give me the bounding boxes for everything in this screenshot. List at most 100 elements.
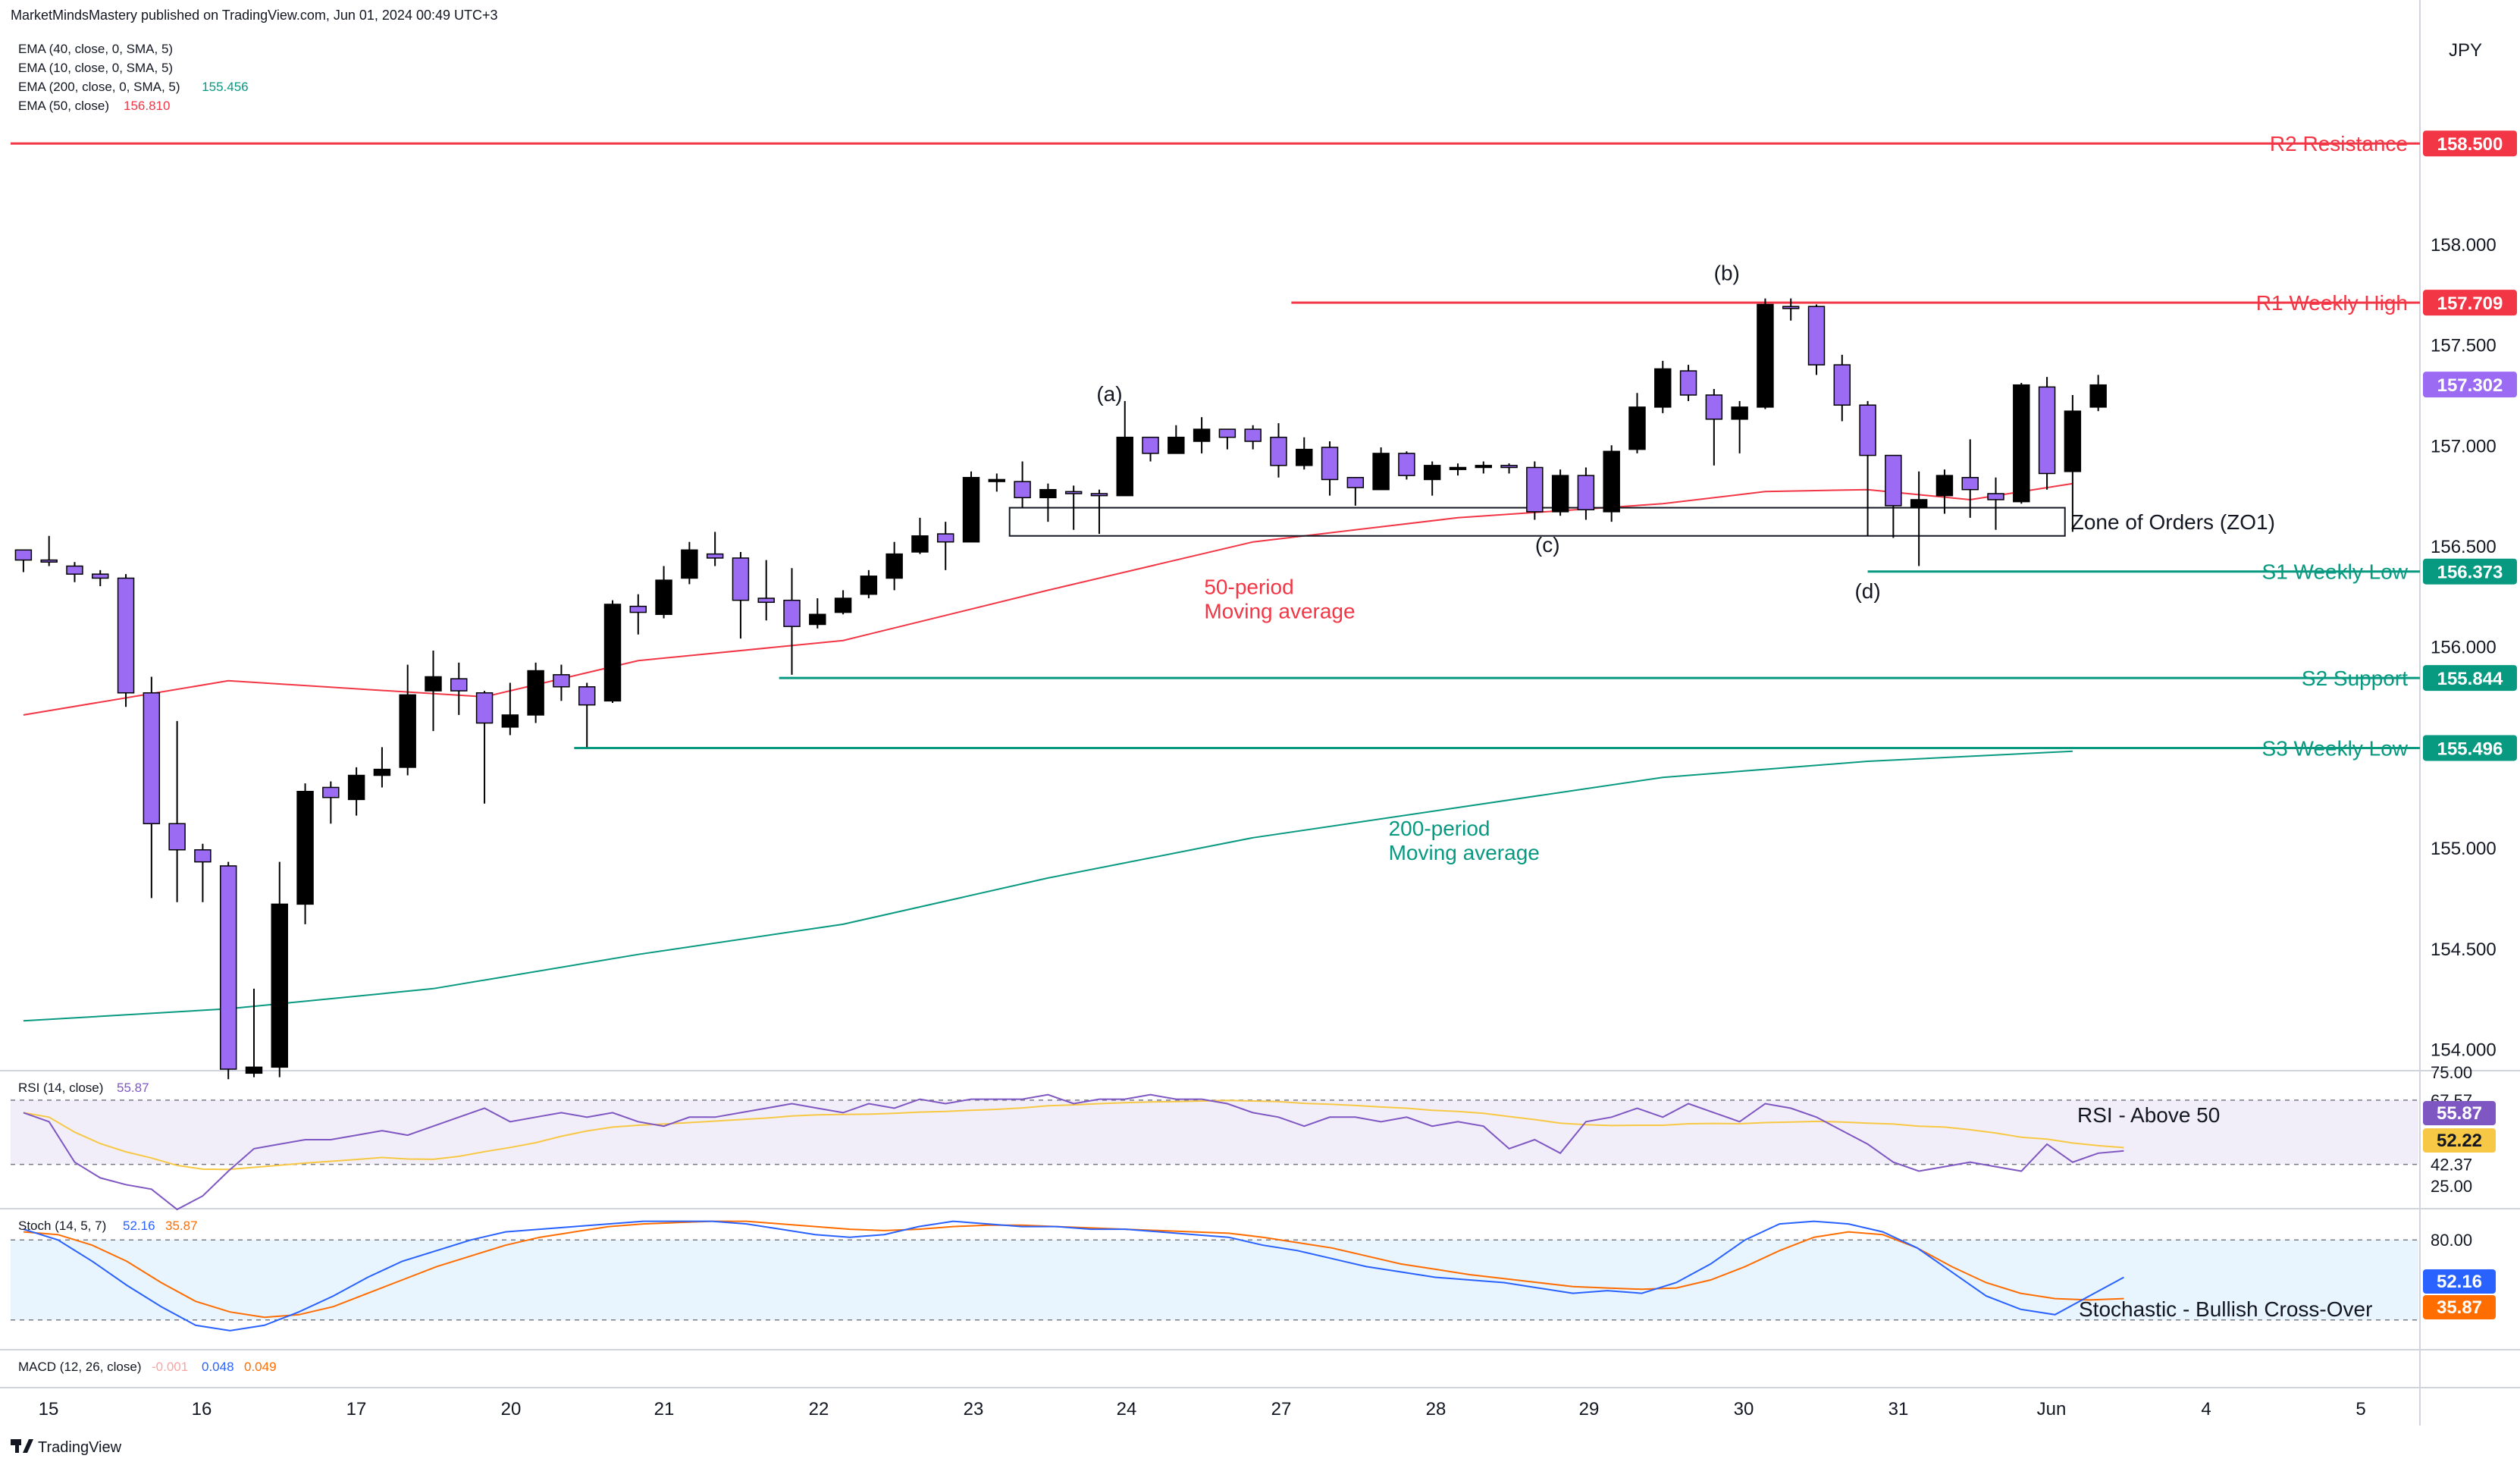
last-price-badge — [2423, 372, 2517, 398]
rsi-ma-line — [23, 1099, 2124, 1171]
bearish-candle — [271, 903, 288, 1068]
indicator-legend-0: EMA (40, close, 0, SMA, 5) — [18, 42, 173, 56]
stoch-legend-k: 52.16 — [123, 1219, 155, 1233]
bearish-candle — [1296, 448, 1313, 466]
bullish-candle — [1398, 453, 1415, 476]
level-name-1: R1 Weekly High — [2256, 291, 2408, 315]
bearish-candle — [834, 598, 852, 613]
bullish-candle — [937, 533, 954, 543]
bullish-candle — [1807, 306, 1826, 365]
indicator-legend-2: EMA (200, close, 0, SMA, 5) — [18, 80, 180, 94]
bearish-candle — [1654, 368, 1672, 408]
price-tick-label: 154.500 — [2431, 939, 2496, 960]
logo-slash — [23, 1439, 33, 1453]
price-tick-label: 154.000 — [2431, 1040, 2496, 1060]
bearish-candle — [655, 579, 672, 615]
bullish-candle — [1705, 394, 1723, 420]
bearish-candle — [1193, 428, 1211, 442]
bullish-candle — [40, 559, 58, 563]
time-tick-label: 17 — [346, 1399, 367, 1419]
bearish-candle — [1935, 475, 1954, 497]
rsi-value-label: 55.87 — [2437, 1103, 2482, 1124]
bullish-candle — [92, 573, 109, 579]
level-price-label-0: 158.500 — [2437, 134, 2503, 155]
bearish-candle — [1168, 436, 1185, 454]
time-tick-label: 20 — [501, 1399, 522, 1419]
level-price-label-1: 157.709 — [2437, 293, 2503, 314]
price-tick-label: 157.000 — [2431, 436, 2496, 456]
bullish-candle — [14, 549, 33, 561]
time-tick-label: 28 — [1426, 1399, 1446, 1419]
bullish-candle — [1142, 436, 1159, 454]
bullish-candle — [1244, 428, 1262, 442]
bullish-candle — [450, 678, 468, 692]
stoch-k-line — [23, 1220, 2124, 1332]
stoch-d-badge — [2423, 1295, 2496, 1319]
bullish-candle — [1577, 475, 1595, 510]
rsi-value-badge — [2423, 1101, 2496, 1125]
bearish-candle — [1475, 465, 1492, 469]
wave-label-1: (b) — [1714, 262, 1740, 285]
bearish-candle — [1603, 450, 1620, 513]
bullish-candle — [1014, 481, 1031, 499]
bearish-candle — [245, 1066, 263, 1074]
macd-legend: MACD (12, 26, close) — [18, 1360, 142, 1374]
logo-stem — [15, 1439, 19, 1453]
bullish-candle — [1090, 493, 1108, 497]
bullish-candle — [1679, 370, 1697, 396]
bullish-candle — [2038, 386, 2056, 475]
level-price-badge-0 — [2423, 130, 2517, 157]
bearish-candle — [681, 549, 698, 579]
bearish-candle — [1551, 475, 1569, 513]
stoch-d-label: 35.87 — [2437, 1297, 2482, 1318]
indicator-legend-3: EMA (50, close) — [18, 99, 109, 113]
time-tick-label: 30 — [1734, 1399, 1754, 1419]
indicator-legend-value-3: 156.810 — [124, 99, 170, 113]
indicator-legend-1: EMA (10, close, 0, SMA, 5) — [18, 61, 173, 75]
bearish-candle — [885, 553, 903, 579]
time-tick-label: 16 — [192, 1399, 212, 1419]
rsi-ma-label: 52.22 — [2437, 1131, 2482, 1151]
stoch-k-label: 52.16 — [2437, 1272, 2482, 1292]
bullish-candle — [219, 865, 237, 1070]
bullish-candle — [1885, 454, 1902, 507]
price-tick-label: 155.000 — [2431, 839, 2496, 859]
level-price-badge-3 — [2423, 665, 2517, 692]
bearish-candle — [1628, 406, 1646, 450]
level-name-4: S3 Weekly Low — [2262, 736, 2409, 760]
stoch-k-badge — [2423, 1269, 2496, 1294]
bearish-candle — [1910, 499, 1928, 509]
bearish-candle — [2064, 410, 2082, 472]
time-tick-label: 29 — [1579, 1399, 1600, 1419]
bullish-candle — [322, 786, 340, 798]
bullish-candle — [629, 605, 647, 613]
level-price-label-3: 155.844 — [2437, 669, 2503, 689]
bullish-candle — [1859, 404, 1876, 456]
bearish-candle — [399, 694, 416, 768]
time-tick-label: 24 — [1117, 1399, 1137, 1419]
time-tick-label: Jun — [2037, 1399, 2067, 1419]
bullish-candle — [578, 686, 596, 706]
price-tick-label: 156.500 — [2431, 537, 2496, 557]
level-name-0: R2 Resistance — [2270, 132, 2408, 155]
bearish-candle — [911, 535, 929, 553]
bearish-candle — [527, 670, 544, 716]
bullish-candle — [1500, 465, 1518, 469]
bullish-candle — [66, 565, 83, 575]
wave-label-2: (c) — [1535, 533, 1560, 557]
macd-legend-hist: -0.001 — [152, 1360, 188, 1374]
stoch-legend-d: 35.87 — [165, 1219, 198, 1233]
level-name-3: S2 Support — [2302, 667, 2408, 690]
rsi-band — [11, 1099, 2418, 1165]
bullish-candle — [757, 598, 775, 604]
bullish-candle — [1321, 447, 1339, 481]
price-tick-label: 158.000 — [2431, 235, 2496, 256]
bearish-candle — [1423, 465, 1441, 481]
bearish-candle — [373, 768, 391, 776]
bearish-candle — [1449, 466, 1467, 470]
macd-legend-signal: 0.049 — [244, 1360, 277, 1374]
bearish-candle — [1731, 406, 1748, 420]
level-price-badge-2 — [2423, 558, 2517, 585]
